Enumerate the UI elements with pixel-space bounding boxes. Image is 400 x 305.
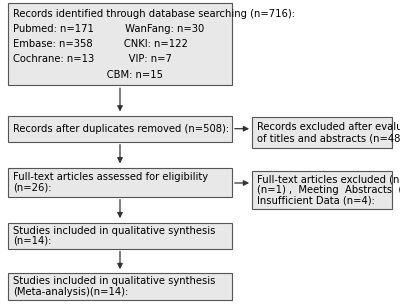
Text: (n=1) ,  Meeting  Abstracts  (n=7) ,: (n=1) , Meeting Abstracts (n=7) ,: [257, 185, 400, 195]
Text: (n=14):: (n=14):: [13, 235, 51, 246]
Text: Full-text articles assessed for eligibility: Full-text articles assessed for eligibil…: [13, 171, 208, 181]
Text: (Meta-analysis)(n=14):: (Meta-analysis)(n=14):: [13, 287, 128, 297]
FancyBboxPatch shape: [8, 223, 232, 249]
Text: Embase: n=358          CNKI: n=122: Embase: n=358 CNKI: n=122: [13, 39, 188, 49]
FancyBboxPatch shape: [252, 171, 392, 209]
Text: CBM: n=15: CBM: n=15: [13, 70, 163, 80]
Text: Records identified through database searching (n=716):: Records identified through database sear…: [13, 9, 295, 19]
Text: Records excluded after evaluation: Records excluded after evaluation: [257, 122, 400, 131]
Text: (n=26):: (n=26):: [13, 183, 51, 193]
FancyBboxPatch shape: [252, 117, 392, 148]
Text: Pubmed: n=171          WanFang: n=30: Pubmed: n=171 WanFang: n=30: [13, 24, 204, 34]
Text: of titles and abstracts (n=482):: of titles and abstracts (n=482):: [257, 134, 400, 144]
FancyBboxPatch shape: [8, 3, 232, 85]
Text: Cochrane: n=13           VIP: n=7: Cochrane: n=13 VIP: n=7: [13, 55, 172, 64]
Text: Records after duplicates removed (n=508):: Records after duplicates removed (n=508)…: [13, 124, 229, 134]
Text: Studies included in qualitative synthesis: Studies included in qualitative synthesi…: [13, 276, 215, 286]
Text: Insufficient Data (n=4):: Insufficient Data (n=4):: [257, 196, 375, 206]
Text: Studies included in qualitative synthesis: Studies included in qualitative synthesi…: [13, 226, 215, 236]
Text: Full-text articles excluded (n=12) : Letter: Full-text articles excluded (n=12) : Let…: [257, 174, 400, 184]
FancyBboxPatch shape: [8, 168, 232, 197]
FancyBboxPatch shape: [8, 116, 232, 142]
FancyBboxPatch shape: [8, 273, 232, 300]
